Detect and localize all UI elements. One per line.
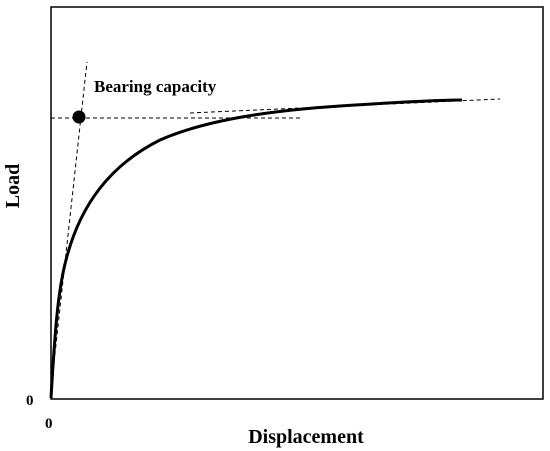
- bearing-capacity-point: [72, 110, 86, 124]
- x-origin-label: 0: [45, 416, 53, 432]
- y-origin-label: 0: [26, 393, 34, 409]
- plot-frame: [50, 6, 544, 400]
- load-displacement-curve: [49, 98, 463, 399]
- x-axis-title: Displacement: [248, 426, 364, 448]
- bearing-capacity-label: Bearing capacity: [94, 77, 217, 96]
- y-axis-title: Load: [2, 164, 24, 208]
